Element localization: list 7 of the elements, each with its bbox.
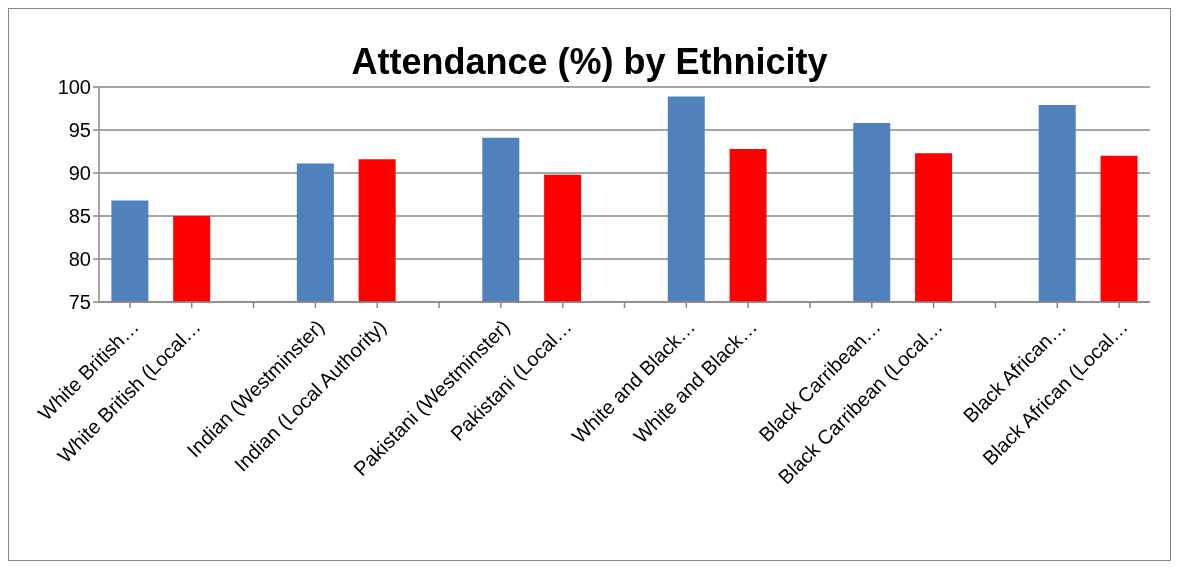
chart-title: Attendance (%) by Ethnicity	[350, 40, 829, 82]
y-tick-label: 90	[68, 162, 91, 185]
y-tick-label: 80	[68, 248, 91, 271]
y-tick-label: 75	[68, 291, 91, 314]
y-tick-label: 95	[68, 119, 91, 142]
y-tick-label: 85	[68, 205, 91, 228]
y-tick-label: 100	[57, 76, 91, 99]
